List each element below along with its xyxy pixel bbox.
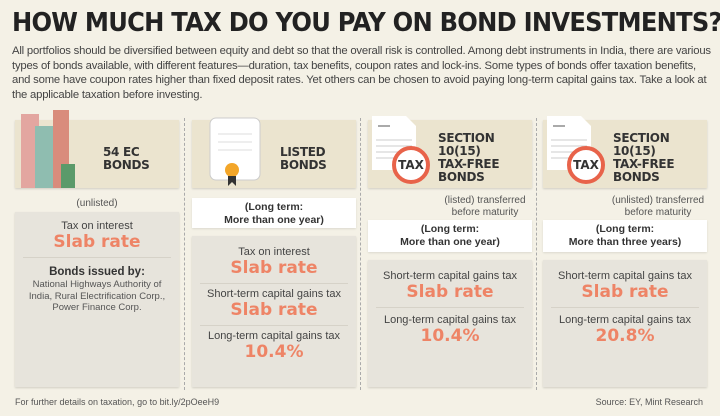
column-listed-bonds: LISTED BONDS (Long term: More than one yea… [192,117,356,390]
column-54ec-bonds: 54 EC BONDS (unlisted) Tax on interest Sl… [15,110,179,390]
tax-value: Slab rate [53,232,141,252]
column-header: 54 EC BONDS [15,110,179,188]
term-box: (Long term: More than three years) [543,220,707,252]
column-header: TAX SECTION 10(15) TAX-FREE BONDS [368,116,532,188]
column-title: TAX-FREE [438,157,500,171]
column-title: 54 EC [103,145,140,159]
listing-status-line: (unlisted) transferred [611,195,705,206]
tax-value: 20.8% [595,326,655,346]
tax-value: Slab rate [230,300,318,320]
column-title: BONDS [103,158,150,172]
column-title: SECTION 10(15) [613,131,670,158]
intro-text: All portfolios should be diversified bet… [12,45,711,101]
column-tax-free-listed: TAX SECTION 10(15) TAX-FREE BONDS (listed)… [368,116,532,390]
divider [360,118,361,390]
buildings-icon [21,110,75,188]
column-title: BONDS [438,170,485,184]
no-tax-icon: TAX [392,146,430,184]
term-text: More than one year) [224,214,324,226]
tax-box: Short-term capital gains tax Slab rate L… [543,260,707,387]
term-text: (Long term: [420,223,480,235]
tax-box: Tax on interest Slab rate Short-term cap… [192,236,356,387]
column-title: TAX-FREE [613,157,675,171]
tax-value: Slab rate [581,282,669,302]
tax-label: Short-term capital gains tax [558,270,692,282]
footer-link-text: For further details on taxation, go to b… [15,397,220,407]
listing-status-line: before maturity [624,207,692,218]
tax-value: Slab rate [230,258,318,278]
term-text: More than one year) [400,236,500,248]
tax-label: Short-term capital gains tax [207,288,341,300]
listing-status-line: (listed) transferred [444,195,526,206]
listing-status: (unlisted) transferred before maturity [609,195,707,219]
column-tax-free-unlisted: TAX SECTION 10(15) TAX-FREE BONDS (unliste… [543,116,707,390]
term-text: (Long term: [244,201,304,213]
column-header: LISTED BONDS [192,117,356,188]
no-tax-icon: TAX [567,146,605,184]
listing-status: (unlisted) [76,198,118,209]
divider [184,118,185,390]
column-title: BONDS [280,158,327,172]
tax-label: Short-term capital gains tax [383,270,517,282]
tax-box: Short-term capital gains tax Slab rate L… [368,260,532,387]
no-tax-icon-text: TAX [398,158,424,172]
tax-value: Slab rate [406,282,494,302]
tax-value: 10.4% [244,342,304,362]
divider [536,118,537,390]
page-title: HOW MUCH TAX DO YOU PAY ON BOND INVESTME… [12,8,720,38]
tax-label: Tax on interest [238,246,310,258]
column-title: BONDS [613,170,660,184]
issued-title: Bonds issued by: [49,266,145,278]
term-box: (Long term: More than one year) [192,198,356,228]
term-box: (Long term: More than one year) [368,220,532,252]
tax-label: Tax on interest [61,220,133,232]
term-text: More than three years) [568,236,682,248]
column-title: LISTED [280,145,326,159]
tax-label: Long-term capital gains tax [558,314,692,326]
issued-text: National Highways Authority of India, Ru… [28,279,166,313]
tax-label: Long-term capital gains tax [207,330,341,342]
term-text: (Long term: [595,223,655,235]
tax-value: 10.4% [420,326,480,346]
column-header: TAX SECTION 10(15) TAX-FREE BONDS [543,116,707,188]
tax-label: Long-term capital gains tax [383,314,517,326]
tax-box: Tax on interest Slab rate Bonds issued b… [15,212,179,387]
column-title: SECTION 10(15) [438,131,495,158]
listing-status: (listed) transferred before maturity [438,195,532,219]
certificate-icon [209,117,261,186]
source-text: Source: EY, Mint Research [595,397,703,407]
no-tax-icon-text: TAX [573,158,599,172]
listing-status-line: before maturity [451,207,519,218]
